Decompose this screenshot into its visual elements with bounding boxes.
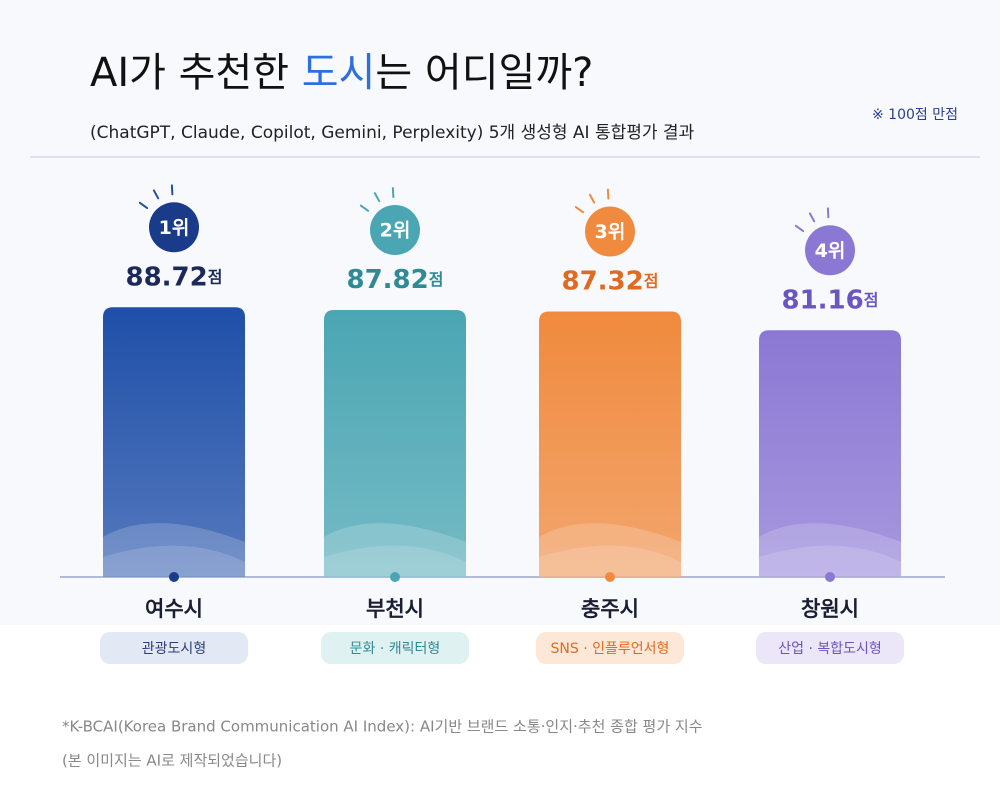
bar	[539, 311, 681, 577]
value-label: 88.72점	[126, 262, 223, 292]
x-tick-label: 여수시	[145, 597, 203, 621]
x-tick-label: 창원시	[801, 597, 859, 621]
axis-dot	[825, 572, 835, 582]
value-number: 87.32	[562, 266, 644, 296]
wave	[539, 523, 681, 577]
wave	[759, 545, 901, 577]
title-part: AI가 추천한	[90, 50, 302, 96]
x-tick-label: 부천시	[366, 597, 424, 621]
type-label: 관광도시형	[142, 641, 206, 657]
value-unit: 점	[644, 271, 659, 290]
wave	[539, 545, 681, 577]
value-unit: 점	[429, 270, 444, 289]
title-highlight: 도시	[302, 50, 376, 96]
wave	[324, 545, 466, 577]
axis-dot	[390, 572, 400, 582]
type-label: 산업 · 복합도시형	[778, 641, 882, 657]
spark	[574, 206, 585, 214]
rank-badge	[585, 206, 635, 257]
type-pill	[536, 632, 684, 664]
value-number: 87.82	[347, 265, 429, 295]
value-unit: 점	[208, 267, 223, 286]
title-part: 는 어디일까?	[375, 50, 593, 96]
value-label: 87.82점	[347, 265, 444, 295]
type-pill	[756, 632, 904, 664]
wave	[324, 523, 466, 577]
spark	[373, 192, 381, 203]
spark	[794, 224, 805, 233]
type-label: 문화 · 캐릭터형	[350, 641, 441, 657]
footnote: (본 이미지는 AI로 제작되었습니다)	[62, 752, 282, 770]
type-pill	[321, 632, 469, 664]
spark	[152, 189, 160, 200]
rank-label: 3위	[595, 221, 626, 243]
value-number: 81.16	[782, 285, 864, 315]
note: ※ 100점 만점	[872, 107, 958, 123]
bar	[324, 310, 466, 577]
footnote: *K-BCAI(Korea Brand Communication AI Ind…	[62, 718, 703, 736]
chart-title: AI가 추천한 도시는 어디일까?	[90, 50, 593, 96]
spark	[359, 204, 370, 212]
axis-dot	[605, 572, 615, 582]
spark	[808, 212, 816, 223]
wave	[103, 545, 245, 577]
value-unit: 점	[864, 290, 879, 309]
rank-label: 4위	[815, 240, 846, 262]
rank-badge	[149, 202, 199, 253]
subtitle: (ChatGPT, Claude, Copilot, Gemini, Perpl…	[90, 123, 695, 143]
value-number: 88.72	[126, 262, 208, 292]
rank-badge	[805, 225, 855, 276]
wave	[103, 523, 245, 577]
value-label: 81.16점	[782, 285, 879, 315]
bar	[103, 307, 245, 577]
type-label: SNS · 인플루언서형	[551, 641, 670, 657]
rank-badge	[370, 205, 420, 256]
spark	[588, 193, 596, 204]
x-tick-label: 충주시	[581, 597, 639, 621]
type-pill	[100, 632, 248, 664]
wave	[759, 523, 901, 577]
rank-label: 2위	[380, 220, 411, 242]
spark	[138, 201, 149, 210]
rank-label: 1위	[159, 217, 190, 239]
bar	[759, 330, 901, 577]
value-label: 87.32점	[562, 266, 659, 296]
axis-dot	[169, 572, 179, 582]
